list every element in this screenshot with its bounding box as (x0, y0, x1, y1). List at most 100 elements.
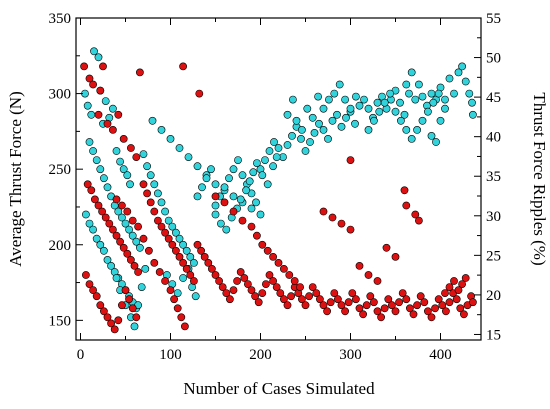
red-data-point (130, 261, 139, 270)
cyan-data-point (436, 116, 445, 125)
cyan-data-point (139, 150, 148, 158)
cyan-data-point (337, 122, 346, 131)
red-data-point (89, 286, 97, 294)
red-data-point (207, 264, 216, 273)
red-data-point (125, 295, 134, 304)
cyan-data-point (245, 177, 254, 186)
red-data-point (173, 304, 182, 313)
cyan-data-point (263, 180, 272, 189)
red-data-point (416, 292, 425, 301)
cyan-data-point (411, 95, 420, 104)
red-data-point (107, 319, 115, 328)
cyan-data-point (418, 92, 427, 101)
cyan-data-point (314, 92, 322, 101)
cyan-data-point (458, 62, 466, 71)
red-data-point (168, 240, 177, 249)
cyan-data-point (242, 186, 250, 195)
y-right-tick-label: 30 (486, 209, 501, 225)
red-data-point (195, 89, 204, 98)
red-data-point (413, 301, 421, 310)
red-data-point (391, 307, 400, 316)
red-data-point (369, 298, 378, 307)
red-data-point (109, 225, 117, 234)
cyan-data-point (319, 125, 328, 134)
cyan-data-point (272, 153, 281, 161)
red-data-point (355, 304, 364, 313)
cyan-data-point (252, 159, 261, 167)
red-data-point (229, 207, 238, 216)
cyan-data-point (335, 80, 344, 89)
red-data-point (247, 222, 256, 231)
red-data-point (434, 295, 443, 304)
red-data-point (116, 237, 124, 246)
red-data-point (182, 264, 191, 273)
cyan-data-point (288, 131, 296, 140)
red-data-point (157, 222, 166, 231)
plot-frame (75, 17, 482, 341)
red-data-point (85, 74, 94, 83)
cyan-data-point (179, 274, 187, 282)
red-data-point (441, 307, 450, 316)
x-tick-label: 200 (249, 347, 272, 363)
red-data-point (220, 198, 229, 207)
cyan-data-point (380, 98, 389, 107)
cyan-data-point (441, 95, 449, 104)
cyan-data-point (324, 134, 332, 143)
red-data-point (98, 207, 106, 216)
red-data-point (170, 295, 178, 304)
y-right-tick-label: 20 (486, 288, 501, 304)
red-data-point (341, 307, 349, 316)
red-data-point (333, 295, 342, 304)
y-left-tick-label: 250 (49, 162, 72, 178)
red-data-point (450, 277, 458, 285)
cyan-data-point (130, 322, 139, 331)
red-data-point (229, 286, 238, 294)
cyan-data-point (189, 258, 198, 267)
red-data-point (373, 277, 382, 285)
red-data-point (109, 125, 117, 134)
cyan-data-point (83, 101, 92, 110)
red-data-point (373, 307, 382, 316)
y-right-tick-label: 25 (486, 248, 501, 264)
cyan-data-point (96, 165, 105, 174)
cyan-data-point (375, 107, 384, 116)
cyan-data-point (132, 237, 141, 246)
red-data-point (243, 280, 252, 288)
red-data-point (112, 195, 121, 204)
red-data-point (395, 298, 403, 307)
cyan-data-point (468, 110, 477, 119)
cyan-data-point (128, 231, 137, 240)
cyan-data-point (92, 156, 101, 164)
cyan-data-point (161, 207, 169, 216)
red-data-point (409, 310, 418, 319)
red-data-point (427, 313, 436, 322)
cyan-data-point (297, 134, 305, 143)
red-data-point (402, 201, 411, 210)
cyan-data-point (238, 171, 247, 180)
red-data-point (211, 271, 220, 279)
red-data-point (144, 246, 153, 255)
cyan-data-point (351, 119, 359, 128)
cyan-data-point (107, 261, 115, 270)
cyan-data-point (121, 219, 130, 228)
cyan-data-point (283, 110, 292, 119)
cyan-data-point (87, 110, 96, 119)
cyan-data-point (96, 240, 105, 249)
red-data-point (180, 322, 189, 331)
red-data-point (96, 86, 105, 95)
cyan-data-point (454, 68, 463, 77)
cyan-data-point (468, 98, 476, 107)
cyan-data-point (292, 116, 301, 125)
red-data-point (301, 301, 310, 310)
y-right-tick-label: 40 (486, 130, 501, 146)
cyan-data-point (369, 116, 378, 125)
cyan-data-point (135, 243, 144, 252)
cyan-data-point (85, 219, 94, 228)
red-data-point (204, 258, 213, 267)
red-data-point (452, 295, 461, 304)
cyan-data-point (341, 95, 349, 104)
red-data-point (85, 280, 94, 288)
red-data-point (134, 222, 142, 231)
red-data-point (155, 268, 164, 276)
cyan-data-point (324, 95, 333, 104)
